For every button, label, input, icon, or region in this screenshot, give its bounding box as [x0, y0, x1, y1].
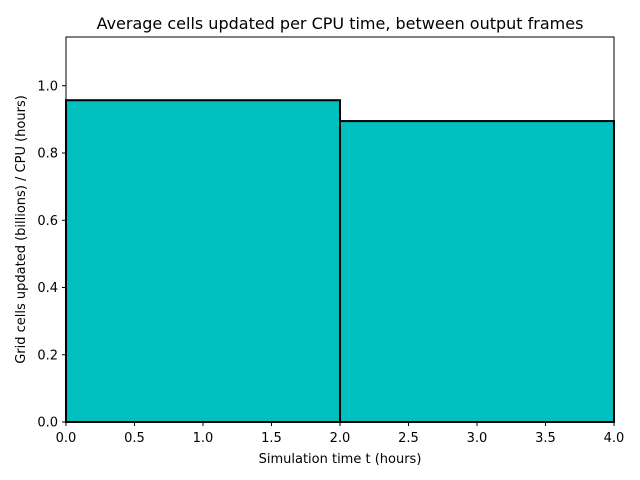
x-tick-label: 0.0 — [56, 431, 77, 446]
bar-1 — [339, 120, 615, 424]
chart-title: Average cells updated per CPU time, betw… — [97, 14, 584, 33]
x-tick-label: 2.0 — [330, 431, 351, 446]
bar-0 — [65, 99, 341, 424]
x-tick-label: 0.5 — [124, 431, 145, 446]
y-tick-label: 0.4 — [37, 281, 58, 296]
x-tick-label: 3.5 — [535, 431, 556, 446]
x-tick-label: 1.5 — [261, 431, 282, 446]
y-tick-label: 0.8 — [37, 147, 58, 162]
x-tick-label: 4.0 — [604, 431, 625, 446]
x-axis-ticks: 0.0 0.5 1.0 1.5 2.0 2.5 3.0 3.5 4.0 — [56, 422, 625, 446]
x-tick-label: 2.5 — [398, 431, 419, 446]
y-axis-ticks: 0.0 0.2 0.4 0.6 0.8 1.0 — [37, 79, 66, 431]
y-tick-label: 0.6 — [37, 214, 58, 229]
x-axis-label: Simulation time t (hours) — [259, 452, 422, 467]
y-tick-label: 0.2 — [37, 348, 58, 363]
y-tick-label: 1.0 — [37, 79, 58, 94]
x-tick-label: 3.0 — [467, 431, 488, 446]
bars-layer — [65, 99, 615, 424]
x-tick-label: 1.0 — [193, 431, 214, 446]
plot-frame — [65, 36, 615, 423]
y-axis-label: Grid cells updated (billions) / CPU (hou… — [14, 95, 29, 364]
y-tick-label: 0.0 — [37, 416, 58, 431]
